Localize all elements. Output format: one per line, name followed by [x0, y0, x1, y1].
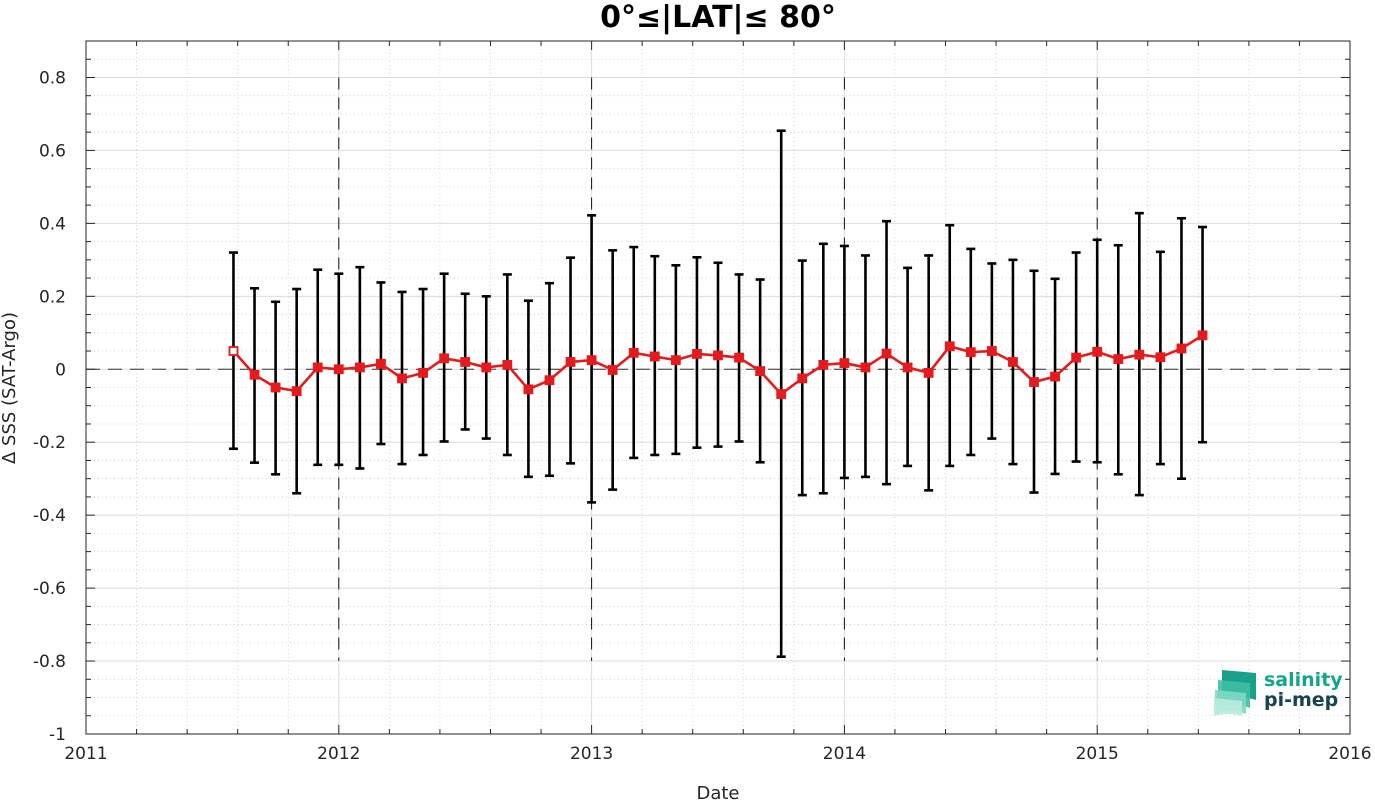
chart-title: 0°≤|LAT|≤ 80°: [600, 0, 836, 35]
axes: [85, 40, 1351, 735]
data-point-marker: [902, 362, 913, 373]
data-point-marker: [1176, 343, 1187, 354]
x-axis-label: Date: [696, 783, 739, 801]
logo-text-line1: salinity: [1264, 669, 1343, 691]
data-point-marker: [333, 364, 344, 375]
data-point-marker: [460, 357, 471, 367]
y-tick-label: -0.6: [33, 579, 66, 599]
data-point-marker: [376, 358, 386, 369]
data-point-marker: [881, 348, 892, 359]
data-point-marker: [986, 346, 997, 356]
wave-logo-icon: [1214, 670, 1256, 716]
data-point-marker: [1092, 346, 1103, 357]
data-point-marker: [1134, 349, 1145, 360]
data-point-marker: [249, 369, 260, 380]
data-point-marker: [1071, 352, 1082, 363]
data-point-marker: [628, 347, 639, 358]
data-point-marker: [1197, 330, 1208, 341]
data-point-marker: [944, 341, 955, 352]
y-tick-label: 0: [55, 360, 66, 380]
x-tick-label: 2015: [1076, 744, 1119, 764]
data-point-marker: [839, 358, 850, 368]
x-tick-label: 2011: [64, 744, 107, 764]
data-point-marker: [713, 350, 723, 361]
data-point-marker: [586, 355, 597, 366]
y-tick-label: 0.8: [39, 68, 66, 88]
data-point-marker: [776, 389, 787, 399]
data-point-marker: [354, 362, 365, 373]
data-point-marker: [312, 362, 323, 373]
data-point-marker: [1008, 357, 1018, 367]
tick-labels: 2011 2012 2013 2014 2015 2016 0.8 0.6 0.4 0.2 0 -0.…: [33, 68, 1372, 764]
x-tick-label: 2014: [823, 744, 866, 764]
data-point-marker: [397, 373, 407, 384]
y-tick-label: -0.8: [33, 652, 66, 672]
data-point-marker: [481, 362, 492, 373]
y-tick-label: -0.4: [33, 506, 66, 526]
y-axis-label: Δ SSS (SAT-Argo): [0, 312, 20, 464]
data-point-marker: [692, 349, 702, 359]
data-point-marker: [734, 352, 744, 363]
data-point-marker: [544, 375, 555, 386]
logo-text-line2: pi-mep: [1264, 689, 1338, 711]
y-tick-label: 0.2: [39, 287, 66, 307]
data-point-marker: [755, 366, 766, 376]
data-point-marker: [818, 359, 829, 370]
data-point-marker: [649, 351, 660, 362]
data-point-marker: [860, 362, 871, 373]
y-tick-label: -0.2: [33, 433, 66, 453]
x-tick-label: 2012: [317, 744, 360, 764]
data-point-marker: [797, 373, 808, 384]
x-tick-label: 2016: [1328, 744, 1371, 764]
data-point-marker: [670, 355, 681, 366]
data-point-marker: [418, 368, 428, 378]
y-tick-label: 0.4: [39, 214, 66, 234]
data-point-marker: [1029, 377, 1039, 387]
salinity-pi-mep-logo: salinity pi-mep: [1214, 669, 1343, 716]
y-tick-label: 0.6: [39, 141, 66, 161]
y-tick-label: -1: [49, 725, 66, 745]
data-point-marker: [1050, 371, 1060, 382]
data-point-marker: [1113, 354, 1124, 364]
data-point-marker: [270, 382, 281, 393]
data-point-marker: [565, 357, 576, 367]
data-point-marker: [923, 368, 934, 378]
data-point-marker: [439, 353, 450, 364]
data-point-marker: [1155, 352, 1166, 363]
data-point-marker: [502, 359, 513, 370]
data-point-marker: [291, 386, 302, 397]
data-series: [228, 330, 1208, 399]
data-point-marker: [228, 346, 239, 356]
data-point-marker: [965, 347, 976, 358]
data-point-marker: [607, 365, 618, 375]
data-point-marker: [523, 384, 534, 395]
x-tick-label: 2013: [570, 744, 613, 764]
